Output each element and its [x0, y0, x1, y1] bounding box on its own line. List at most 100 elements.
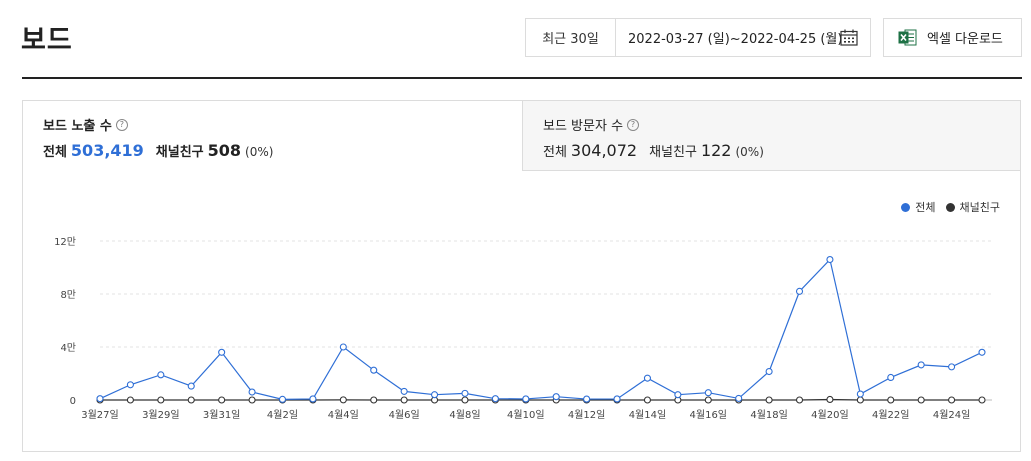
data-point	[643, 396, 651, 404]
total-value: 503,419	[70, 141, 144, 160]
legend-dot-icon	[945, 202, 955, 212]
data-point	[765, 367, 773, 376]
x-tick-label: 3월29일	[142, 409, 180, 421]
data-point	[887, 396, 895, 404]
data-point	[735, 394, 743, 402]
y-tick-label: 4만	[60, 342, 76, 354]
excel-icon	[898, 29, 917, 46]
data-point	[795, 287, 804, 295]
total-value: 304,072	[570, 141, 638, 160]
data-point	[278, 395, 287, 403]
data-point	[431, 391, 439, 399]
tab-board-visitors[interactable]: 보드 방문자 수 ? 전체 304,072 채널친구 122 (0%)	[522, 101, 1020, 171]
data-point	[126, 381, 134, 389]
friend-value: 508	[207, 141, 242, 160]
line-chart: 0 4만 8만 12만 3월27일 3월29일 3월31일 4월2일 4월4일 4월6일 4월8일 4…	[54, 236, 992, 421]
help-icon[interactable]: ?	[627, 118, 640, 131]
data-point	[643, 374, 651, 382]
friend-percent: (0%)	[245, 145, 274, 159]
x-tick-label: 4월8일	[449, 409, 480, 421]
data-point	[126, 396, 134, 404]
y-tick-label: 0	[70, 396, 76, 407]
x-tick-label: 4월18일	[750, 409, 788, 421]
data-point	[218, 348, 226, 356]
x-tick-label: 4월4일	[328, 409, 359, 421]
x-tick-label: 4월10일	[507, 409, 545, 421]
x-tick-label: 4월12일	[568, 409, 606, 421]
data-point	[795, 396, 804, 404]
data-point	[856, 396, 864, 404]
excel-download-button[interactable]: 엑셀 다운로드	[883, 18, 1022, 57]
legend-dot-icon	[901, 202, 911, 212]
x-tick-label: 4월2일	[267, 409, 298, 421]
y-tick-label: 12만	[54, 236, 76, 248]
data-point	[583, 395, 591, 403]
data-point	[887, 373, 895, 382]
data-point	[704, 396, 712, 404]
legend-item-friend[interactable]: 채널친구	[945, 199, 1000, 215]
x-tick-label: 4월20일	[811, 409, 849, 421]
total-label: 전체	[543, 145, 567, 160]
x-tick-label: 3월31일	[203, 409, 241, 421]
x-tick-label: 4월14일	[629, 409, 667, 421]
series-line	[99, 258, 983, 400]
friend-percent: (0%)	[735, 145, 764, 159]
total-label: 전체	[43, 145, 67, 160]
tab-board-impressions[interactable]: 보드 노출 수 ? 전체 503,419 채널친구 508 (0%)	[23, 101, 522, 171]
friend-label: 채널친구	[155, 145, 204, 160]
date-filter[interactable]: 최근 30일 2022-03-27 (일)~2022-04-25 (월)	[525, 18, 871, 57]
excel-download-label: 엑셀 다운로드	[927, 32, 1003, 47]
data-point	[978, 396, 986, 404]
legend-item-total[interactable]: 전체	[901, 199, 936, 215]
data-point	[491, 395, 499, 403]
data-point	[765, 396, 773, 404]
tab-title: 보드 방문자 수	[543, 119, 624, 134]
title-divider	[22, 77, 1022, 79]
data-point	[461, 389, 469, 397]
x-tick-label: 3월27일	[81, 409, 119, 421]
data-point	[978, 348, 986, 356]
data-point	[248, 396, 256, 404]
y-tick-label: 8만	[60, 289, 76, 301]
friend-label: 채널친구	[649, 145, 697, 160]
help-icon[interactable]: ?	[115, 118, 128, 131]
tab-title: 보드 노출 수	[43, 119, 112, 134]
data-point	[370, 396, 378, 404]
data-point	[157, 371, 165, 379]
x-tick-label: 4월16일	[690, 409, 728, 421]
data-point	[339, 343, 347, 351]
data-point	[400, 396, 408, 404]
data-point	[826, 256, 834, 264]
data-point	[552, 393, 560, 401]
x-tick-label: 4월6일	[389, 409, 420, 421]
data-point	[948, 363, 956, 371]
legend-label: 전체	[915, 201, 936, 214]
data-point	[674, 391, 682, 399]
date-preset-button[interactable]: 최근 30일	[526, 19, 616, 56]
data-point	[218, 396, 226, 404]
date-range-display[interactable]: 2022-03-27 (일)~2022-04-25 (월)	[628, 32, 843, 47]
calendar-icon[interactable]	[840, 29, 858, 46]
data-point	[917, 361, 925, 369]
series-line	[100, 398, 982, 401]
data-point	[187, 396, 195, 404]
data-point	[461, 396, 469, 404]
chart-legend: 전체 채널친구	[891, 199, 1000, 215]
data-point	[96, 395, 104, 403]
data-point	[157, 396, 165, 404]
data-point	[613, 395, 621, 403]
friend-value: 122	[700, 141, 732, 160]
data-point	[856, 390, 864, 398]
data-point	[826, 395, 834, 404]
data-point	[370, 366, 378, 374]
board-stats-card: 보드 노출 수 ? 전체 503,419 채널친구 508 (0%) 보드 방문…	[22, 100, 1021, 452]
data-point	[309, 395, 317, 403]
page-title: 보드	[21, 25, 73, 56]
data-point	[948, 396, 956, 404]
legend-label: 채널친구	[959, 201, 1000, 214]
data-point	[248, 388, 256, 396]
data-point	[187, 382, 195, 390]
data-point	[704, 389, 712, 397]
data-point	[339, 396, 347, 404]
x-tick-label: 4월22일	[872, 409, 910, 421]
